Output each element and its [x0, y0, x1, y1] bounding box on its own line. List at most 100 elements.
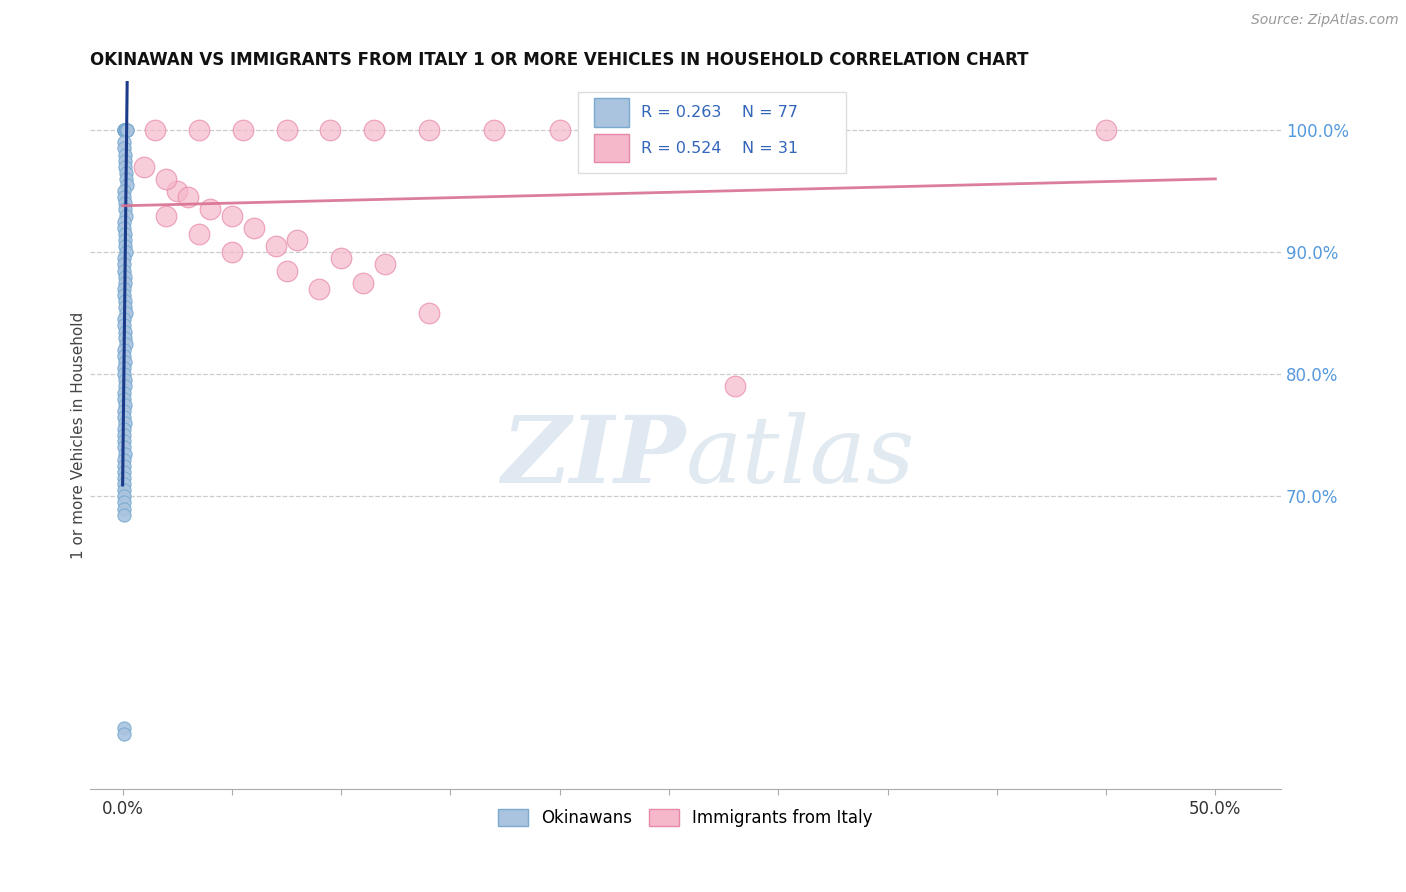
Point — [155, 172, 177, 186]
Point — [115, 123, 138, 137]
Point — [114, 196, 136, 211]
Point — [114, 355, 136, 369]
Point — [418, 123, 440, 137]
Point — [482, 123, 505, 137]
Point — [115, 178, 138, 192]
Text: R = 0.524    N = 31: R = 0.524 N = 31 — [641, 141, 799, 156]
Point — [276, 123, 298, 137]
Point — [114, 239, 136, 253]
Point — [114, 447, 136, 461]
Point — [115, 306, 138, 320]
Text: atlas: atlas — [685, 411, 915, 501]
Point — [114, 123, 136, 137]
Point — [112, 404, 135, 418]
Point — [112, 190, 135, 204]
Point — [114, 123, 136, 137]
Point — [114, 123, 136, 137]
Point — [232, 123, 254, 137]
Point — [114, 398, 136, 412]
Point — [114, 160, 136, 174]
Point — [287, 233, 309, 247]
Point — [188, 227, 211, 241]
Point — [112, 123, 135, 137]
Point — [112, 392, 135, 406]
Point — [112, 501, 135, 516]
Point — [114, 325, 136, 339]
Text: R = 0.263    N = 77: R = 0.263 N = 77 — [641, 105, 799, 120]
Point — [114, 233, 136, 247]
Point — [114, 373, 136, 387]
Point — [114, 123, 136, 137]
Point — [115, 172, 138, 186]
Point — [114, 202, 136, 217]
Point — [115, 245, 138, 260]
Point — [166, 184, 188, 198]
Point — [112, 141, 135, 155]
Text: Source: ZipAtlas.com: Source: ZipAtlas.com — [1251, 13, 1399, 28]
Point — [112, 318, 135, 333]
Point — [112, 257, 135, 271]
Point — [198, 202, 221, 217]
Point — [221, 209, 243, 223]
Point — [221, 245, 243, 260]
Point — [112, 288, 135, 302]
Point — [112, 477, 135, 491]
Bar — [593, 98, 630, 127]
Point — [363, 123, 385, 137]
Point — [112, 220, 135, 235]
Text: OKINAWAN VS IMMIGRANTS FROM ITALY 1 OR MORE VEHICLES IN HOUSEHOLD CORRELATION CH: OKINAWAN VS IMMIGRANTS FROM ITALY 1 OR M… — [90, 51, 1028, 69]
Point — [112, 184, 135, 198]
Point — [112, 495, 135, 509]
Point — [112, 727, 135, 741]
Point — [276, 263, 298, 277]
FancyBboxPatch shape — [578, 92, 846, 173]
Point — [112, 434, 135, 449]
Point — [112, 136, 135, 150]
Point — [112, 252, 135, 266]
Point — [155, 209, 177, 223]
Point — [145, 123, 167, 137]
Point — [114, 416, 136, 430]
Point — [112, 215, 135, 229]
Point — [112, 428, 135, 442]
Point — [114, 269, 136, 284]
Point — [112, 465, 135, 479]
Point — [112, 263, 135, 277]
Point — [330, 252, 353, 266]
Point — [548, 123, 571, 137]
Point — [112, 385, 135, 400]
Point — [114, 166, 136, 180]
Point — [112, 508, 135, 522]
Point — [115, 123, 138, 137]
Point — [112, 721, 135, 735]
Point — [112, 368, 135, 382]
Point — [112, 282, 135, 296]
Point — [114, 293, 136, 308]
Point — [114, 379, 136, 393]
Point — [308, 282, 330, 296]
Legend: Okinawans, Immigrants from Italy: Okinawans, Immigrants from Italy — [491, 803, 880, 834]
Point — [114, 147, 136, 161]
Point — [114, 276, 136, 290]
Point — [242, 220, 264, 235]
Point — [264, 239, 287, 253]
Point — [112, 361, 135, 376]
Point — [134, 160, 156, 174]
Point — [114, 331, 136, 345]
Point — [114, 209, 136, 223]
Point — [114, 153, 136, 168]
Point — [114, 123, 136, 137]
Point — [112, 349, 135, 363]
Point — [418, 306, 440, 320]
Point — [112, 312, 135, 326]
Bar — [593, 134, 630, 162]
Point — [1095, 123, 1118, 137]
Point — [112, 422, 135, 436]
Y-axis label: 1 or more Vehicles in Household: 1 or more Vehicles in Household — [72, 311, 86, 559]
Point — [112, 489, 135, 503]
Point — [112, 343, 135, 357]
Point — [319, 123, 342, 137]
Point — [723, 379, 745, 393]
Point — [112, 483, 135, 498]
Point — [114, 300, 136, 314]
